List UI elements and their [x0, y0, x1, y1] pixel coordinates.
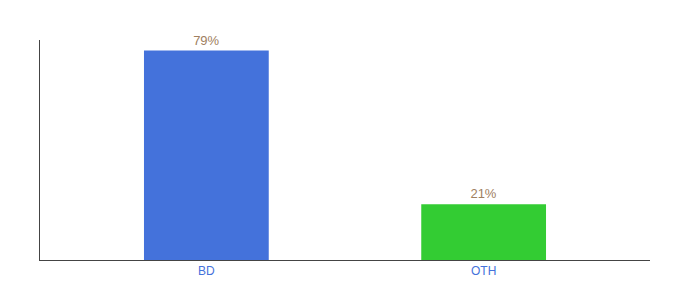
svg-text:21%: 21% [470, 186, 496, 201]
svg-text:OTH: OTH [471, 264, 496, 278]
svg-text:79%: 79% [193, 33, 219, 48]
svg-text:BD: BD [198, 264, 215, 278]
